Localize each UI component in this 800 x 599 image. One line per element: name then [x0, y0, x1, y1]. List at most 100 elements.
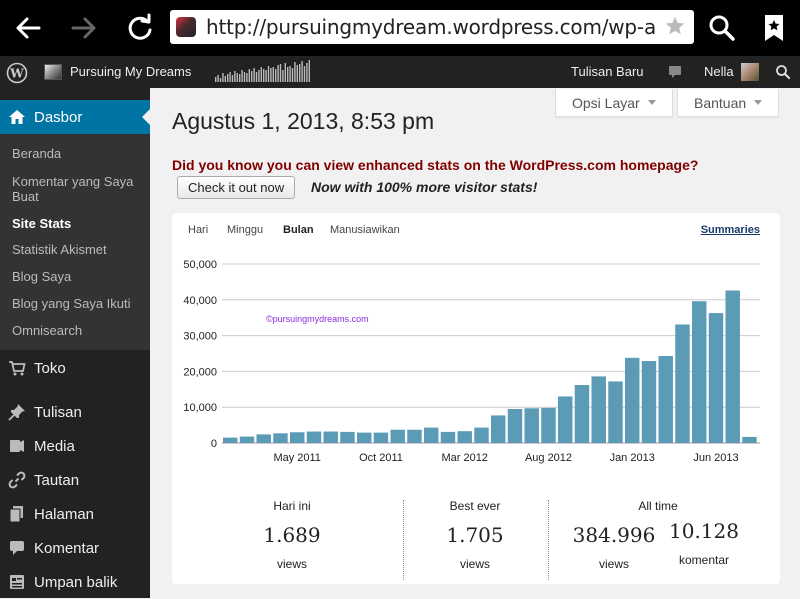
user-name-link[interactable]: Nella — [704, 64, 734, 79]
chart-bar[interactable] — [658, 356, 673, 443]
sidebar-item-pages[interactable]: Halaman — [0, 497, 150, 531]
sidebar-item-label: Halaman — [34, 505, 95, 523]
chart-bar[interactable] — [675, 324, 690, 444]
link-icon — [0, 471, 34, 489]
wordpress-logo-button[interactable]: W — [6, 62, 28, 87]
y-tick-label: 50,000 — [183, 259, 217, 271]
tab-humanize[interactable]: Manusiawikan — [330, 224, 400, 236]
promo-tagline: Now with 100% more visitor stats! — [311, 179, 538, 195]
bookmarks-button[interactable] — [752, 6, 796, 50]
sidebar-item-links[interactable]: Tautan — [0, 463, 150, 497]
address-bar[interactable]: http://pursuingmydream.wordpress.com/wp-… — [170, 10, 694, 44]
chart-bar[interactable] — [558, 396, 573, 443]
stat-today-unit: views — [276, 557, 307, 571]
chart-bar[interactable] — [290, 432, 305, 443]
sparkline-bar — [301, 61, 303, 82]
chart-bar[interactable] — [725, 290, 740, 443]
pin-icon — [0, 403, 34, 421]
sparkline-bar — [253, 68, 255, 82]
check-it-out-button[interactable]: Check it out now — [177, 176, 296, 199]
sparkline-bar — [224, 76, 226, 82]
notifications-icon[interactable] — [668, 65, 682, 79]
sidebar-item-posts[interactable]: Tulisan — [0, 395, 150, 429]
stat-all-time: All time 384.996 views — [572, 499, 678, 571]
chart-bar[interactable] — [541, 407, 556, 443]
screen-options-button[interactable]: Opsi Layar — [555, 89, 673, 117]
chart-bar[interactable] — [407, 429, 422, 443]
comment-icon — [0, 539, 34, 557]
bookmark-icon — [765, 15, 783, 41]
sidebar-item-store[interactable]: Toko — [0, 351, 150, 385]
sidebar-subitem-akismet[interactable]: Statistik Akismet — [12, 242, 107, 257]
back-arrow-icon — [16, 17, 41, 39]
sparkline-bar — [251, 71, 253, 82]
chart-bar[interactable] — [625, 357, 640, 443]
sidebar-subitem-home[interactable]: Beranda — [12, 146, 62, 161]
sidebar-item-comments[interactable]: Komentar — [0, 531, 150, 565]
chart-bar[interactable] — [239, 436, 255, 443]
x-tick-label: Jan 2013 — [610, 452, 655, 464]
sidebar-item-label: Tautan — [34, 471, 80, 489]
chart-bar[interactable] — [591, 376, 606, 443]
chart-bar[interactable] — [390, 429, 405, 443]
chart-bar[interactable] — [256, 434, 271, 443]
sidebar-subitem-omnisearch[interactable]: Omnisearch — [12, 323, 83, 338]
stat-today-value: 1.689 — [263, 523, 321, 547]
reload-button[interactable] — [112, 0, 168, 56]
chart-bar[interactable] — [641, 361, 657, 443]
sidebar-subitem-site-stats[interactable]: Site Stats — [12, 216, 72, 231]
sparkline-bar — [270, 68, 272, 82]
chart-bar[interactable] — [424, 427, 439, 443]
site-favicon — [176, 17, 196, 37]
cart-icon — [0, 359, 34, 377]
chart-bar[interactable] — [742, 436, 757, 443]
sidebar-subitem-my-comments[interactable]: Komentar yang Saya Buat — [12, 174, 134, 204]
tab-day[interactable]: Hari — [188, 224, 209, 236]
search-icon[interactable] — [775, 64, 791, 80]
chart-bar[interactable] — [692, 301, 707, 443]
sidebar-item-label: Media — [34, 437, 75, 455]
stats-sparkline[interactable] — [215, 60, 315, 82]
forward-button[interactable] — [56, 0, 112, 56]
chart-bar[interactable] — [323, 431, 338, 443]
chart-bar[interactable] — [273, 433, 288, 443]
sidebar-subitem-blogs-i-follow[interactable]: Blog yang Saya Ikuti — [12, 296, 131, 311]
chart-bar[interactable] — [474, 427, 489, 443]
sparkline-bar — [215, 77, 217, 82]
dashboard-submenu: Beranda Komentar yang Saya Buat Site Sta… — [0, 134, 150, 350]
chart-bar[interactable] — [357, 432, 372, 443]
summaries-link[interactable]: Summaries — [700, 224, 760, 236]
chart-bar[interactable] — [708, 313, 724, 443]
chart-bar[interactable] — [491, 415, 506, 443]
chart-bar[interactable] — [440, 431, 456, 443]
help-button[interactable]: Bantuan — [677, 89, 780, 117]
browser-search-button[interactable] — [700, 6, 744, 50]
wordpress-icon: W — [6, 62, 28, 84]
site-name-link[interactable]: Pursuing My Dreams — [70, 64, 192, 79]
chart-bar[interactable] — [507, 408, 523, 443]
sidebar-subitem-my-blogs[interactable]: Blog Saya — [12, 269, 72, 284]
new-post-link[interactable]: Tulisan Baru — [571, 64, 644, 79]
chart-bar[interactable] — [373, 432, 389, 443]
y-tick-label: 20,000 — [183, 366, 217, 378]
back-button[interactable] — [0, 0, 56, 56]
sidebar-item-feedback[interactable]: Umpan balik — [0, 565, 150, 599]
chart-bar[interactable] — [524, 408, 539, 443]
avatar[interactable] — [741, 63, 759, 81]
chart-bar[interactable] — [457, 431, 472, 443]
url-text[interactable]: http://pursuingmydream.wordpress.com/wp-… — [206, 15, 656, 39]
chart-bar[interactable] — [574, 385, 590, 443]
chart-bar[interactable] — [340, 431, 355, 443]
sidebar-item-media[interactable]: Media — [0, 429, 150, 463]
chart-bar[interactable] — [608, 381, 623, 443]
y-tick-label: 0 — [211, 438, 217, 450]
sparkline-bar — [260, 67, 262, 82]
chart-bar[interactable] — [223, 437, 238, 443]
star-icon[interactable] — [664, 15, 686, 37]
tab-week[interactable]: Minggu — [227, 224, 264, 236]
sidebar-item-dashboard[interactable]: Dasbor — [0, 100, 150, 134]
sparkline-bar — [308, 60, 310, 82]
chart-bar[interactable] — [306, 431, 322, 443]
page-title: Agustus 1, 2013, 8:53 pm — [172, 108, 435, 134]
tab-month[interactable]: Bulan — [283, 224, 314, 236]
